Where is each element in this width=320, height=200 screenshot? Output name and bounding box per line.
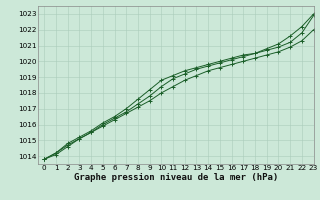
- X-axis label: Graphe pression niveau de la mer (hPa): Graphe pression niveau de la mer (hPa): [74, 173, 278, 182]
